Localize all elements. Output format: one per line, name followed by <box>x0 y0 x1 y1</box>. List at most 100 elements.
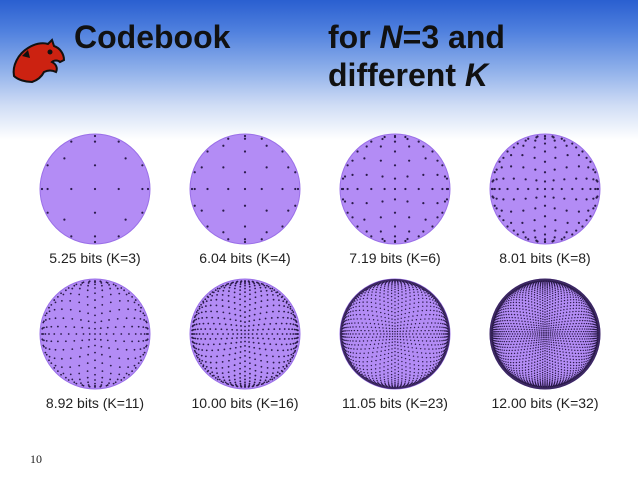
codepoint-dot <box>359 313 361 316</box>
codepoint-dot <box>239 298 241 301</box>
codepoint-dot <box>247 336 250 339</box>
codepoint-dot <box>511 371 513 373</box>
codepoint-dot <box>210 367 212 369</box>
codepoint-dot <box>566 302 569 304</box>
codepoint-dot <box>397 351 399 354</box>
codepoint-dot <box>239 320 242 323</box>
codepoint-dot <box>401 368 403 371</box>
codepoint-dot <box>505 335 508 338</box>
codepoint-dot <box>503 330 505 333</box>
codepoint-dot <box>365 173 368 176</box>
codepoint-dot <box>511 333 514 335</box>
codepoint-dot <box>536 374 539 376</box>
codepoint-dot <box>560 297 563 300</box>
codepoint-dot <box>125 372 128 375</box>
codepoint-dot <box>580 302 583 304</box>
codepoint-dot <box>548 351 551 353</box>
codepoint-dot <box>381 320 383 322</box>
codepoint-dot <box>590 346 592 348</box>
codepoint-dot <box>265 209 268 212</box>
codepoint-dot <box>522 323 524 325</box>
codepoint-dot <box>365 344 367 346</box>
codepoint-dot <box>575 322 577 325</box>
codepoint-dot <box>371 330 374 332</box>
codepoint-dot <box>263 381 266 384</box>
codepoint-dot <box>521 369 524 372</box>
codepoint-dot <box>387 301 389 304</box>
codepoint-dot <box>541 292 544 294</box>
codepoint-dot <box>509 370 511 373</box>
codepoint-dot <box>551 378 554 380</box>
codepoint-dot <box>198 360 201 363</box>
codepoint-dot <box>554 355 556 357</box>
codepoint-dot <box>544 357 546 360</box>
codepoint-dot <box>505 363 507 366</box>
codepoint-dot <box>202 322 205 325</box>
codepoint-dot <box>404 287 407 289</box>
codepoint-dot <box>120 379 123 381</box>
codepoint-dot <box>494 337 497 340</box>
codepoint-dot <box>521 367 524 369</box>
codepoint-dot <box>512 198 515 201</box>
codepoint-dot <box>443 200 447 203</box>
codepoint-dot <box>496 331 498 333</box>
codepoint-dot <box>405 333 407 335</box>
codepoint-dot <box>228 375 230 378</box>
codepoint-dot <box>349 326 351 328</box>
codepoint-dot <box>546 323 548 325</box>
codepoint-dot <box>562 354 565 356</box>
codepoint-dot <box>54 301 57 304</box>
codepoint-dot <box>373 285 376 287</box>
codepoint-dot <box>109 372 112 375</box>
codepoint-dot <box>291 309 294 312</box>
codepoint-dot <box>366 288 369 290</box>
codepoint-dot <box>345 352 347 355</box>
codepoint-dot <box>513 310 515 313</box>
codepoint-dot <box>589 335 591 338</box>
codepoint-dot <box>372 351 374 354</box>
codepoint-dot <box>373 323 376 325</box>
codepoint-dot <box>562 312 565 314</box>
codepoint-dot <box>534 236 537 239</box>
codepoint-dot <box>535 319 537 321</box>
codepoint-dot <box>515 358 518 361</box>
codepoint-dot <box>529 315 531 318</box>
codepoint-dot <box>294 171 297 174</box>
codepoint-dot <box>538 335 541 337</box>
codepoint-dot <box>543 233 547 236</box>
codepoint-dot <box>346 164 349 167</box>
codepoint-dot <box>419 289 422 291</box>
codebook-figure: 11.05 bits (K=23) <box>320 275 470 420</box>
codepoint-dot <box>526 285 529 288</box>
codepoint-dot <box>207 296 210 299</box>
codepoint-dot <box>580 330 582 333</box>
codepoint-dot <box>362 368 365 371</box>
codepoint-dot <box>530 333 532 335</box>
codepoint-dot <box>260 187 263 191</box>
codepoint-dot <box>546 285 548 287</box>
codepoint-dot <box>521 335 523 337</box>
codepoint-dot <box>193 187 196 191</box>
codepoint-dot <box>554 286 556 288</box>
codepoint-dot <box>350 329 353 332</box>
codepoint-dot <box>506 349 508 352</box>
codepoint-dot <box>544 293 546 295</box>
codepoint-dot <box>580 340 582 343</box>
codepoint-dot <box>195 342 198 345</box>
codepoint-dot <box>566 367 569 369</box>
codepoint-dot <box>532 284 534 287</box>
codepoint-dot <box>424 348 426 350</box>
codepoint-dot <box>413 359 415 362</box>
codepoint-dot <box>375 302 377 304</box>
codepoint-dot <box>401 364 403 367</box>
codepoint-dot <box>356 187 359 191</box>
codepoint-dot <box>391 321 393 324</box>
codepoint-dot <box>551 314 553 316</box>
codepoint-dot <box>422 173 425 176</box>
codepoint-dot <box>361 322 363 324</box>
codepoint-dot <box>388 317 390 319</box>
codepoint-dot <box>402 336 404 338</box>
codepoint-dot <box>412 377 415 380</box>
codepoint-dot <box>550 346 553 348</box>
codepoint-dot <box>383 362 385 364</box>
